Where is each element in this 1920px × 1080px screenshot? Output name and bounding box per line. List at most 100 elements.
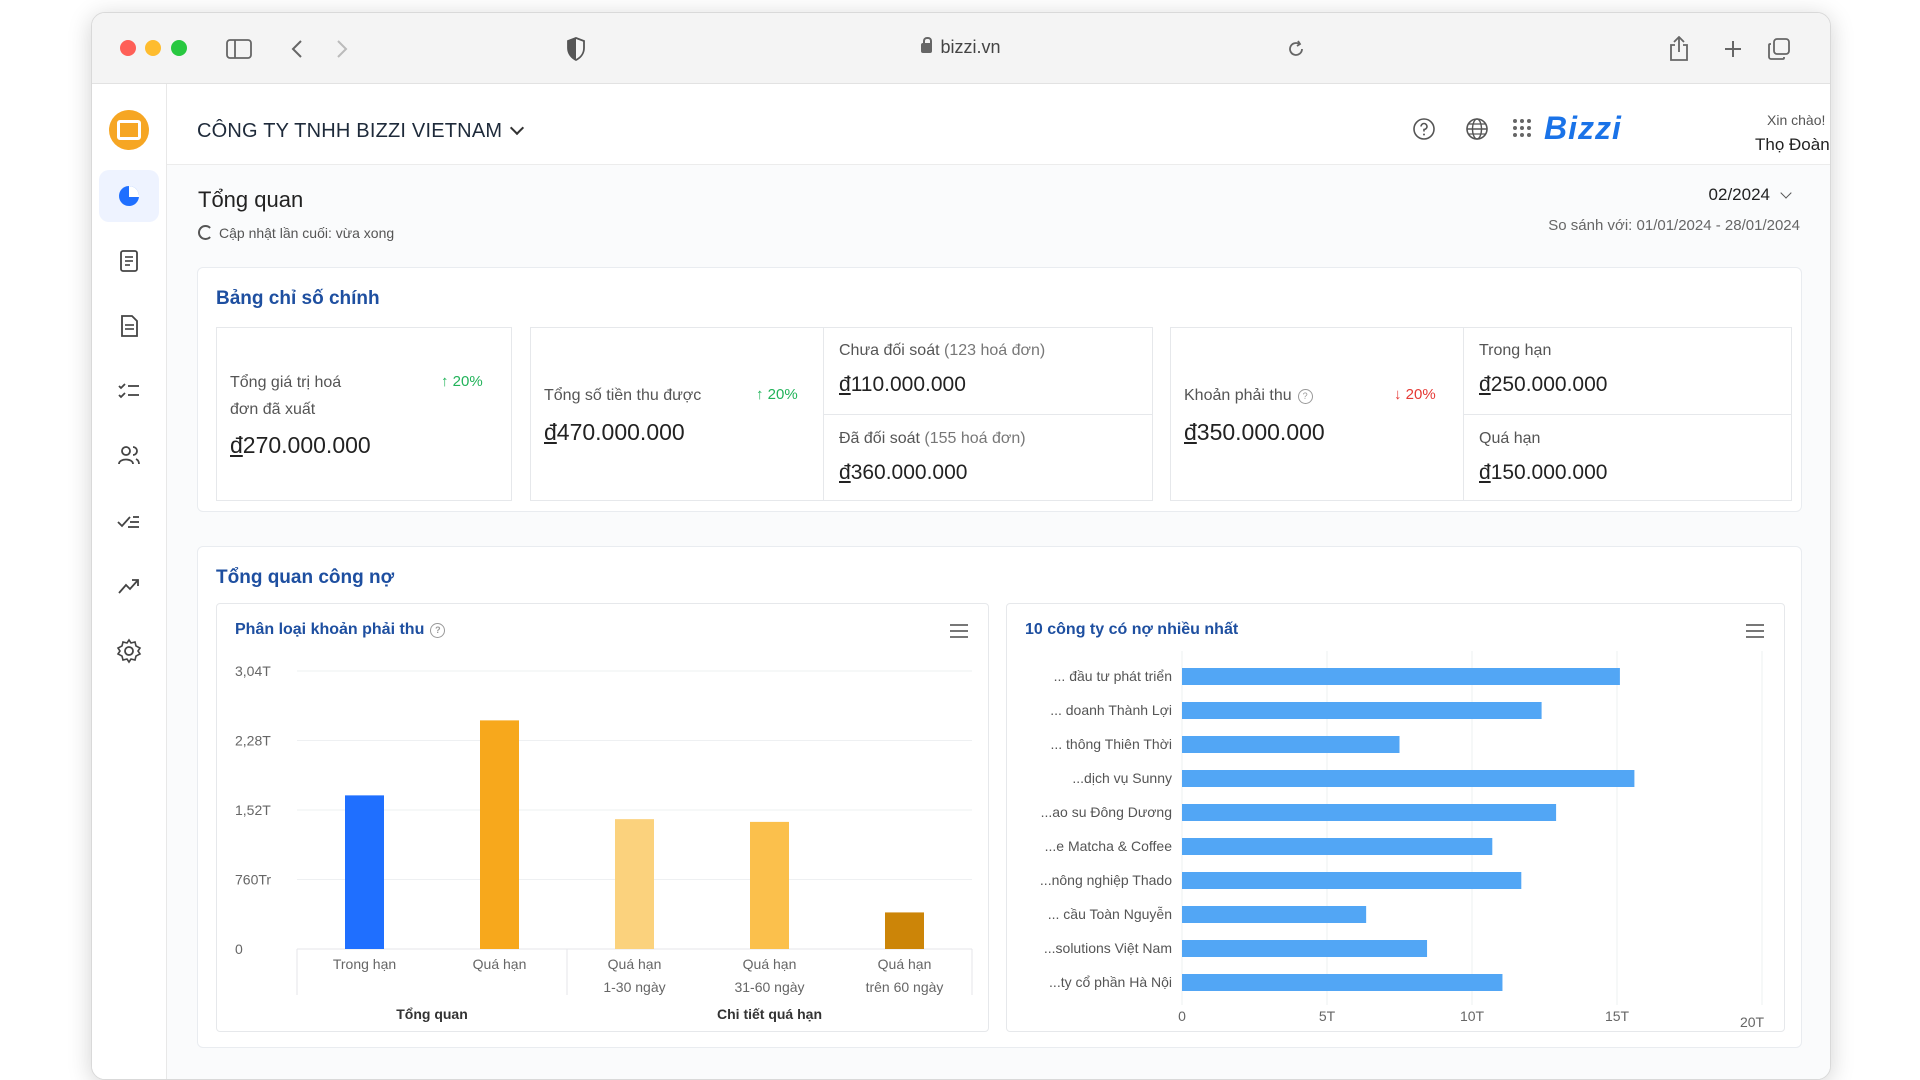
overdue-value: đ150.000.000 <box>1479 461 1608 484</box>
forward-icon[interactable] <box>328 35 356 63</box>
app-logo[interactable] <box>109 110 149 150</box>
bar <box>1182 804 1557 821</box>
sidebar-item-settings[interactable] <box>99 625 159 677</box>
lock-icon <box>921 37 933 53</box>
menu-icon[interactable] <box>1746 624 1764 638</box>
debt-panel-title: Tổng quan công nợ <box>216 567 395 588</box>
last-updated-text: Cập nhật lần cuối: vừa xong <box>219 225 395 241</box>
x-tick-label: 15T <box>1605 1008 1630 1024</box>
x-tick-label: 0 <box>1178 1008 1186 1024</box>
browser-titlebar: bizzi.vn <box>92 13 1830 84</box>
kpi-panel: Bảng chỉ số chính Tổng giá trị hoá đơn đã… <box>197 267 1802 512</box>
kpi-card-invoices[interactable]: Tổng giá trị hoá đơn đã xuất ↑ 20% đ270.0… <box>216 327 512 501</box>
unreconciled-label: Chưa đối soát (123 hoá đơn) <box>839 342 1046 359</box>
menu-icon[interactable] <box>950 624 968 638</box>
y-tick-label: 0 <box>235 941 243 957</box>
card-divider <box>1463 414 1791 415</box>
top-debtors-hbar-chart: 0 5T 10T 15T 20T ... đầu tư phát triển ... doa… <box>1040 651 1765 1030</box>
category-label: ...solutions Việt Nam <box>1044 940 1172 956</box>
chevron-down-icon <box>1780 187 1792 199</box>
top-debtors-chart-card: 10 công ty có nợ nhiều nhất 0 5T 10T 15T 20T… <box>1006 603 1785 1032</box>
period-selector[interactable]: 02/2024 <box>1709 185 1792 205</box>
kpi-value: đ350.000.000 <box>1184 419 1325 445</box>
sidebar-item-documents[interactable] <box>99 300 159 352</box>
change-badge-up: ↑ 20% <box>756 386 798 403</box>
category-label: ... đầu tư phát triển <box>1054 668 1172 684</box>
group-label: Tổng quan <box>396 1006 468 1022</box>
globe-icon[interactable] <box>1465 117 1489 141</box>
bar <box>1182 702 1542 719</box>
bar <box>345 795 384 949</box>
bar <box>1182 940 1428 957</box>
company-selector[interactable]: CÔNG TY TNHH BIZZI VIETNAM <box>197 120 525 143</box>
checklist-icon <box>118 383 139 399</box>
kpi-card-collected[interactable]: Tổng số tiền thu được ↑ 20% đ470.000.000… <box>530 327 1153 501</box>
card-divider <box>823 414 1152 415</box>
app-header: CÔNG TY TNHH BIZZI VIETNAM Bizzi Xin chà… <box>167 84 1830 165</box>
reload-icon[interactable] <box>1282 35 1310 63</box>
trending-up-icon <box>118 579 139 594</box>
sidebar-toggle-icon[interactable] <box>225 35 253 63</box>
bar <box>750 821 789 949</box>
main-content: Tổng quan Cập nhật lần cuối: vừa xong 02… <box>167 165 1830 1079</box>
bar <box>1182 736 1400 753</box>
receipt-icon <box>120 250 138 272</box>
kpi-label: Tổng giá trị hoá đơn đã xuất <box>230 374 342 418</box>
receivable-bar-chart: 0 760Tr 1,52T 2,28T 3,04T Trong hạn Quá hạn Quá… <box>235 663 973 1022</box>
share-icon[interactable] <box>1665 35 1693 63</box>
browser-window: bizzi.vn <box>91 12 1831 1080</box>
address-bar[interactable]: bizzi.vn <box>92 37 1830 58</box>
info-icon[interactable]: ? <box>430 623 446 638</box>
x-tick-label: 1-30 ngày <box>603 979 665 995</box>
receivable-chart-card: Phân loại khoản phải thu? 0 760Tr 1,52T 2,2… <box>216 603 989 1032</box>
sidebar-item-dashboard[interactable] <box>99 170 159 222</box>
kpi-card-receivable[interactable]: Khoản phải thu? ↓ 20% đ350.000.000 Trong… <box>1170 327 1792 501</box>
refresh-icon[interactable] <box>198 225 213 240</box>
last-updated[interactable]: Cập nhật lần cuối: vừa xong <box>198 223 394 241</box>
y-tick-label: 1,52T <box>235 802 271 818</box>
category-label: ...dịch vụ Sunny <box>1072 770 1172 786</box>
y-tick-label: 2,28T <box>235 733 271 749</box>
new-tab-icon[interactable] <box>1719 35 1747 63</box>
close-window-button[interactable] <box>120 40 136 56</box>
sidebar-item-invoices[interactable] <box>99 235 159 287</box>
bar <box>615 819 654 949</box>
y-tick-label: 760Tr <box>235 872 271 888</box>
category-label: ... cầu Toàn Nguyễn <box>1048 906 1172 922</box>
x-tick-label: Quá hạn <box>473 956 527 972</box>
info-icon[interactable]: ? <box>1297 389 1313 404</box>
category-label: ...e Matcha & Coffee <box>1045 838 1173 854</box>
category-label: ... thông Thiên Thời <box>1050 736 1172 752</box>
x-tick-label: 20T <box>1740 1014 1765 1030</box>
tab-overview-icon[interactable] <box>1765 35 1793 63</box>
sidebar-item-reports[interactable] <box>99 560 159 612</box>
change-badge-down: ↓ 20% <box>1394 386 1436 403</box>
kpi-value: đ470.000.000 <box>544 419 685 445</box>
maximize-window-button[interactable] <box>171 40 187 56</box>
greeting: Xin chào! <box>1767 112 1826 128</box>
minimize-window-button[interactable] <box>145 40 161 56</box>
reconciled-label: Đã đối soát (155 hoá đơn) <box>839 430 1026 447</box>
gear-icon <box>116 638 142 664</box>
page-title: Tổng quan <box>198 187 304 212</box>
sidebar-item-customers[interactable] <box>99 430 159 482</box>
sidebar-item-approvals[interactable] <box>99 495 159 547</box>
compare-range: So sánh với: 01/01/2024 - 28/01/2024 <box>1548 217 1800 234</box>
sidebar-item-tasks[interactable] <box>99 365 159 417</box>
category-label: ...nông nghiệp Thado <box>1040 872 1172 888</box>
unreconciled-value: đ110.000.000 <box>839 373 966 396</box>
overdue-label: Quá hạn <box>1479 430 1541 447</box>
chevron-down-icon <box>510 120 525 136</box>
user-name[interactable]: Thọ Đoàn <box>1755 135 1830 154</box>
y-tick-label: 3,04T <box>235 663 271 679</box>
document-icon <box>121 315 138 337</box>
brand-logo: Bizzi <box>1544 110 1622 146</box>
url-text: bizzi.vn <box>940 37 1001 57</box>
kpi-label: Khoản phải thu? <box>1184 382 1313 409</box>
back-icon[interactable] <box>283 35 311 63</box>
help-icon[interactable] <box>1412 117 1436 141</box>
apps-grid-icon[interactable] <box>1511 117 1535 141</box>
category-label: ... doanh Thành Lợi <box>1050 702 1172 718</box>
company-name: CÔNG TY TNHH BIZZI VIETNAM <box>197 120 503 142</box>
shield-icon[interactable] <box>562 35 590 63</box>
